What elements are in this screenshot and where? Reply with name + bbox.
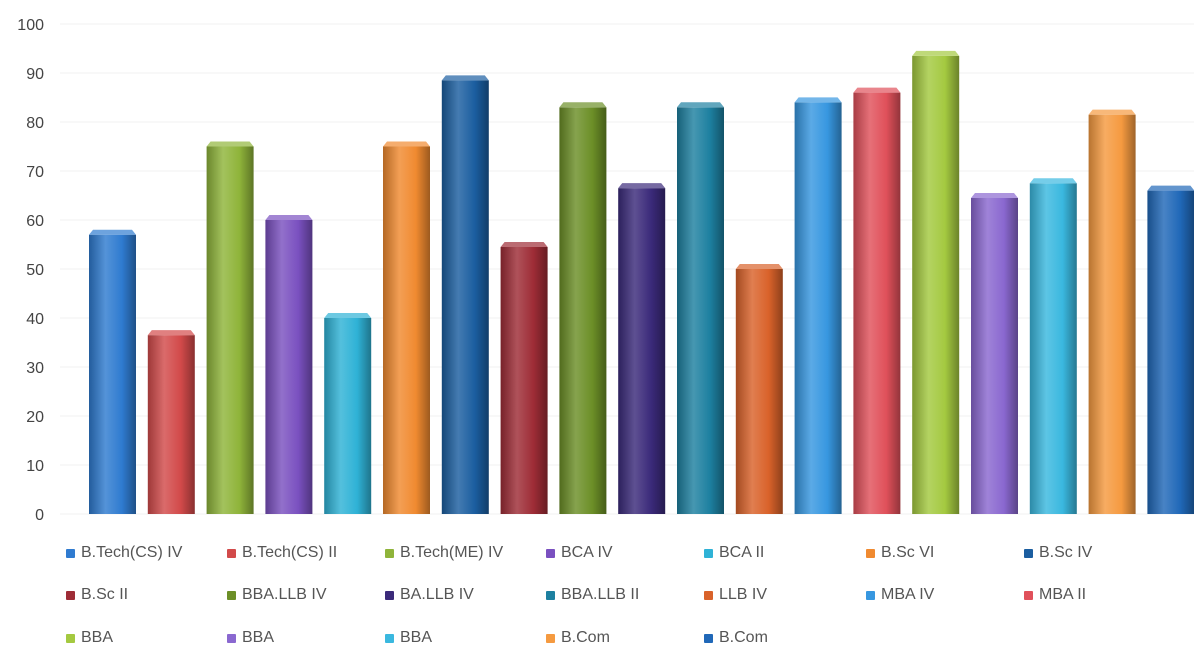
bar xyxy=(383,141,430,514)
bar-cap xyxy=(500,241,548,247)
bar-body xyxy=(383,146,430,514)
bars xyxy=(89,50,1194,515)
y-tick-label: 80 xyxy=(26,115,44,132)
bar xyxy=(618,183,666,514)
bar xyxy=(559,102,607,515)
bar-body xyxy=(1147,190,1194,514)
bar-body xyxy=(618,188,666,514)
bar-body xyxy=(912,55,960,514)
bar xyxy=(1147,185,1194,514)
y-tick-label: 100 xyxy=(17,17,44,34)
bar xyxy=(206,141,254,514)
bar-cap xyxy=(441,75,489,81)
bar-cap xyxy=(853,87,901,93)
bar-body xyxy=(677,107,724,515)
bar xyxy=(912,50,960,514)
bar-cap xyxy=(559,102,607,108)
bar-cap xyxy=(794,97,842,103)
y-tick-label: 30 xyxy=(26,360,44,377)
y-axis: 0 10 20 30 40 50 60 70 80 90 100 xyxy=(17,17,44,524)
bar-cap xyxy=(1088,109,1136,115)
y-tick-label: 70 xyxy=(26,164,44,181)
bar-cap xyxy=(677,102,724,108)
bar xyxy=(1029,178,1077,514)
y-tick-label: 0 xyxy=(35,507,44,524)
y-tick-label: 20 xyxy=(26,409,44,426)
bar-body xyxy=(89,234,136,514)
bar xyxy=(677,102,724,515)
y-tick-label: 40 xyxy=(26,311,44,328)
bar-cap xyxy=(1029,178,1077,184)
bar-cap xyxy=(383,141,430,147)
y-tick-label: 10 xyxy=(26,458,44,475)
bar-body xyxy=(147,335,195,514)
y-tick-label: 50 xyxy=(26,262,44,279)
bar-body xyxy=(794,102,842,515)
bar-body xyxy=(324,318,372,514)
bar xyxy=(147,330,195,514)
bar-cap xyxy=(206,141,254,147)
bar xyxy=(324,313,372,514)
bar xyxy=(735,264,783,514)
bar-cap xyxy=(912,50,960,56)
bar-body xyxy=(1088,114,1136,515)
bar-body xyxy=(559,107,607,515)
bar-cap xyxy=(147,330,195,336)
bar-cap xyxy=(735,264,783,269)
bar-body xyxy=(1029,183,1077,514)
bar-cap xyxy=(265,215,313,220)
bar-cap xyxy=(89,229,136,235)
bar-body xyxy=(971,197,1018,514)
bar-body xyxy=(500,246,548,514)
bar xyxy=(971,192,1018,514)
bar xyxy=(794,97,842,515)
bar-cap xyxy=(971,192,1018,198)
bar-body xyxy=(853,92,901,514)
bar-body xyxy=(206,146,254,514)
y-tick-label: 90 xyxy=(26,66,44,83)
bar xyxy=(500,241,548,514)
bar-body xyxy=(735,269,783,514)
bar-cap xyxy=(1147,185,1194,191)
bar xyxy=(853,87,901,514)
bar xyxy=(89,229,136,514)
bar-body xyxy=(441,80,489,514)
bar xyxy=(1088,109,1136,515)
y-tick-label: 60 xyxy=(26,213,44,230)
bar xyxy=(441,75,489,514)
bar-body xyxy=(265,220,313,514)
bar-cap xyxy=(618,183,666,189)
bar-cap xyxy=(324,313,372,318)
bar xyxy=(265,215,313,514)
